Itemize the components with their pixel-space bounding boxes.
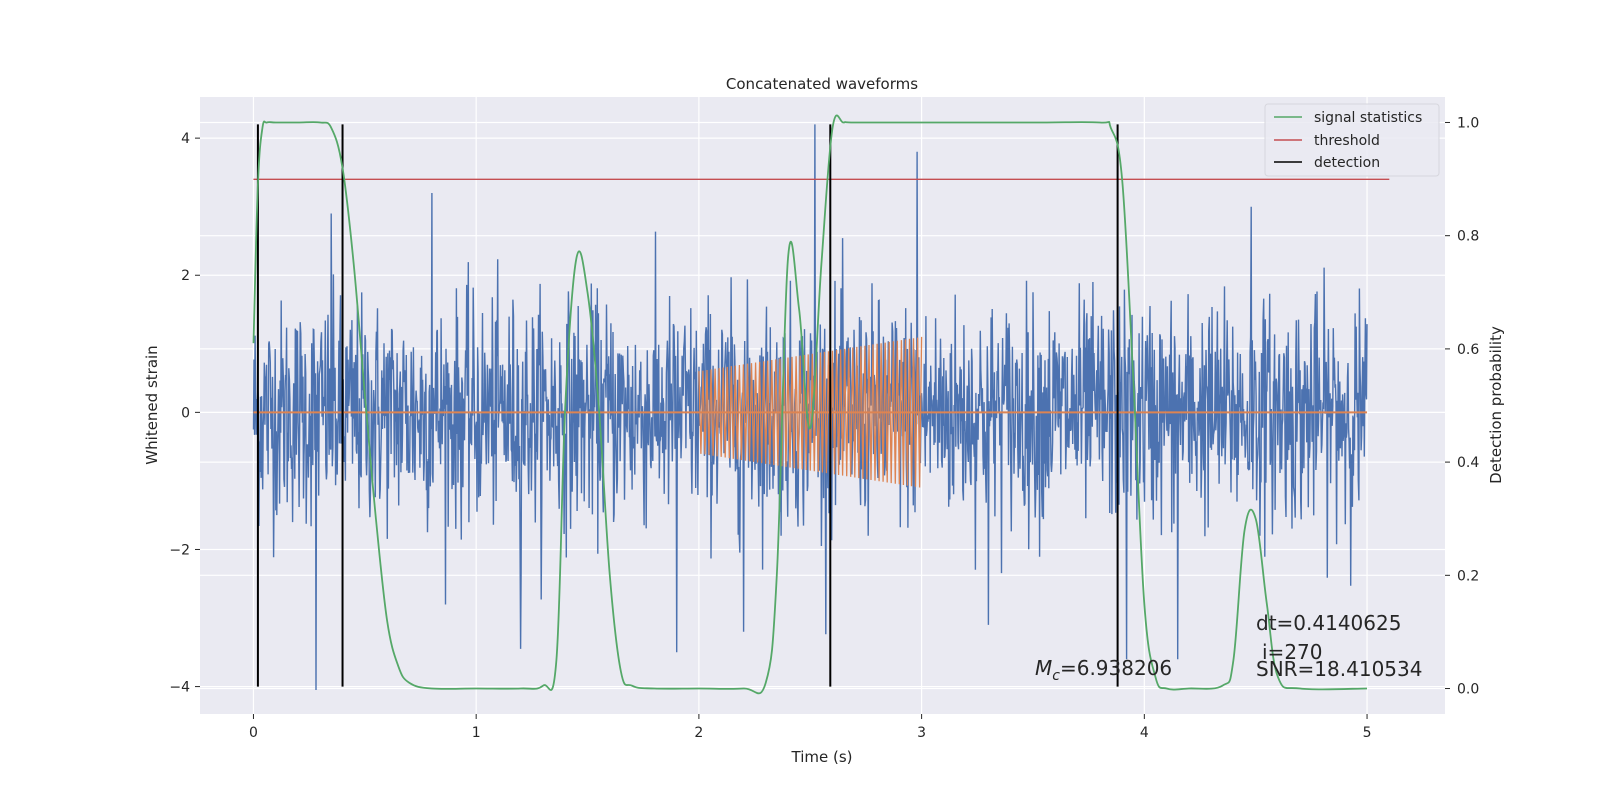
noise-series: [252, 124, 1368, 691]
legend-label-signal-statistics: signal statistics: [1314, 110, 1422, 126]
x-tick-label: 5: [1363, 725, 1372, 741]
y-tick-label: −4: [169, 680, 190, 696]
chirp-mass-subscript: c: [1052, 668, 1060, 684]
chirp-mass-annotation: Mc=6.938206: [1035, 656, 1172, 684]
x-tick-label: 2: [694, 725, 703, 741]
chirp-mass-symbol: M: [1035, 656, 1052, 680]
legend-label-threshold: threshold: [1314, 133, 1380, 149]
x-tick-label: 1: [472, 725, 481, 741]
chart-title: Concatenated waveforms: [726, 75, 918, 93]
y2-tick-label: 0.8: [1457, 229, 1479, 245]
x-axis-label: Time (s): [791, 748, 853, 766]
y2-tick-label: 0.4: [1457, 455, 1479, 471]
y2-tick-label: 1.0: [1457, 115, 1479, 131]
i-annotation: i=270: [1262, 640, 1323, 664]
y-tick-label: −2: [169, 542, 190, 558]
chirp-trace: [698, 336, 923, 488]
x-tick-label: 4: [1140, 725, 1149, 741]
chirp-series: [698, 336, 923, 488]
x-tick-label: 0: [249, 725, 258, 741]
chirp-mass-value: =6.938206: [1060, 656, 1172, 680]
legend-frame: [1264, 103, 1440, 177]
dt-annotation: dt=0.4140625: [1256, 611, 1401, 635]
x-tick-label: 3: [917, 725, 926, 741]
detection-series: [256, 124, 1119, 687]
noise-trace: [252, 124, 1368, 691]
y-axis-label: Whitened strain: [143, 345, 161, 464]
signal-statistics-line: [252, 114, 1368, 695]
y2-tick-label: 0.0: [1457, 682, 1479, 698]
grid: [200, 97, 1445, 714]
snr-annotation: SNR=18.410534: [1256, 657, 1422, 681]
signal-statistics-series: [252, 114, 1368, 695]
y2-tick-label: 0.6: [1457, 342, 1479, 358]
y2-axis-label: Detection probability: [1487, 326, 1505, 484]
y-tick-label: 4: [181, 131, 190, 147]
legend: signal statistics threshold detection: [1264, 103, 1440, 177]
y-tick-label: 2: [181, 268, 190, 284]
y2-tick-label: 0.2: [1457, 568, 1479, 584]
y-tick-label: 0: [181, 405, 190, 421]
legend-label-detection: detection: [1314, 155, 1380, 171]
axis-ticks: 0 1 2 3 4 5 −4 −2 0 2 4 0.0 0.2 0.4 0.6 0.8 1.0: [169, 115, 1479, 741]
